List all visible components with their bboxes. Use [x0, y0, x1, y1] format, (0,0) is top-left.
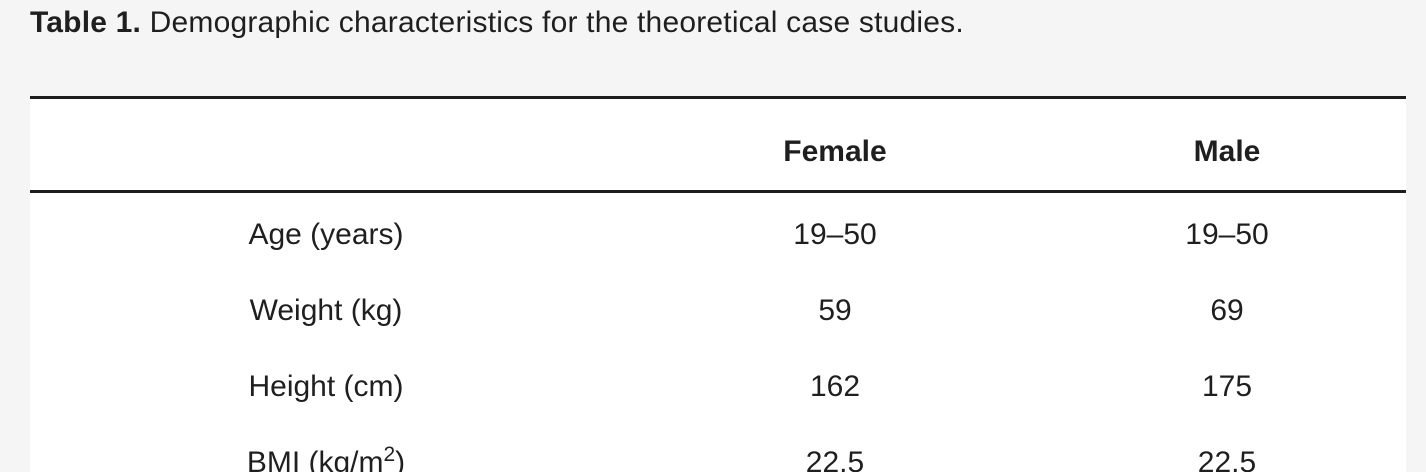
- cell-male: 19–50: [1185, 217, 1269, 251]
- cell-female: 59: [818, 293, 852, 327]
- row-label-superscript: 2: [383, 442, 396, 466]
- header-cell-empty: [30, 97, 622, 193]
- table-caption-number: Table 1.: [30, 6, 142, 39]
- row-label: Age (years): [248, 217, 404, 251]
- table-caption-text: Demographic characteristics for the theo…: [141, 6, 964, 39]
- table-row: BMI (kg/m2) 22.5 22.5: [30, 421, 1406, 472]
- cell-male: 175: [1201, 369, 1253, 403]
- row-label: Height (cm): [248, 369, 404, 403]
- header-cell-female: Female: [622, 97, 1048, 193]
- table-row: Height (cm) 162 175: [30, 345, 1406, 421]
- demographics-table: Female Male Age (years) 19–50 19–50 Weight …: [30, 96, 1406, 472]
- cell-male: 22.5: [1197, 445, 1257, 472]
- table-body: Age (years) 19–50 19–50 Weight (kg) 59 69 Heig…: [30, 192, 1406, 472]
- table-caption: Table 1. Demographic characteristics for…: [30, 5, 1426, 41]
- cell-female: 162: [809, 369, 861, 403]
- row-label: Weight (kg): [249, 293, 403, 327]
- header-row: Female Male: [30, 97, 1406, 193]
- table-row: Age (years) 19–50 19–50: [30, 192, 1406, 270]
- cell-female: 22.5: [805, 445, 865, 472]
- table-row: Weight (kg) 59 69: [30, 269, 1406, 345]
- row-label: BMI (kg/m2): [246, 442, 406, 472]
- cell-female: 19–50: [793, 217, 877, 251]
- cell-male: 69: [1210, 293, 1244, 327]
- header-cell-male: Male: [1048, 97, 1406, 193]
